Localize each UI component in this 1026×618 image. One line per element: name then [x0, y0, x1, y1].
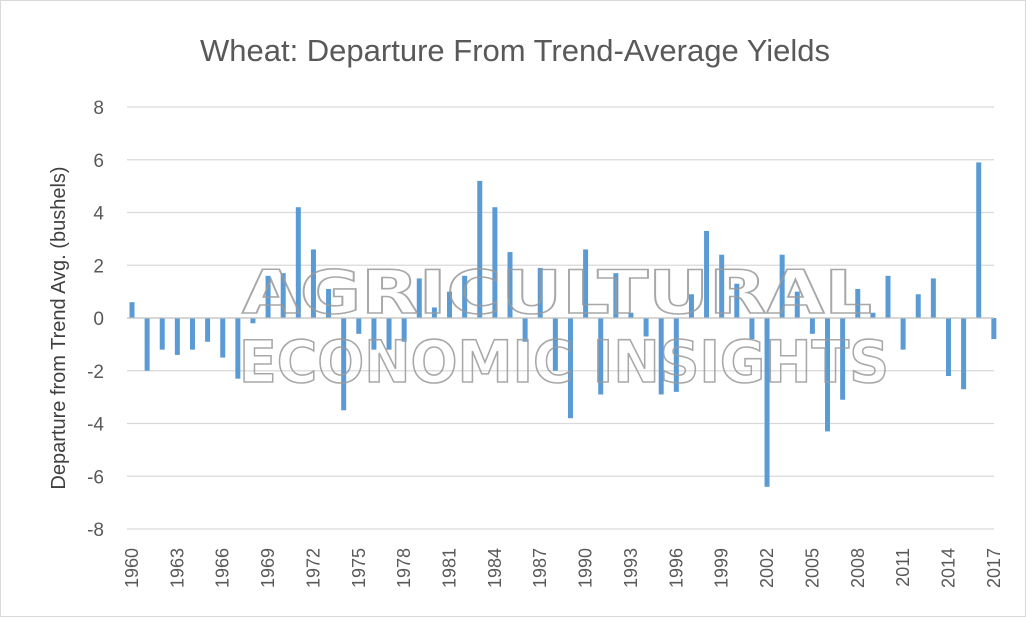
y-tick-label: 4 — [93, 204, 104, 225]
watermark-line-1: AGRICULTURAL — [242, 258, 872, 328]
watermark: AGRICULTURAL ECONOMIC INSIGHTS — [238, 257, 890, 397]
bar-1993 — [628, 312, 634, 318]
bar-1968 — [250, 318, 256, 324]
bar-1992 — [613, 273, 619, 318]
x-tick-label: 1978 — [394, 548, 414, 588]
bar-1990 — [583, 249, 589, 318]
bar-1979 — [416, 278, 422, 318]
x-tick-label: 1999 — [712, 548, 732, 588]
x-tick-label: 2014 — [938, 548, 958, 588]
bars — [129, 162, 997, 487]
bar-1999 — [719, 254, 725, 318]
bar-2010 — [885, 275, 891, 318]
bar-1996 — [673, 318, 679, 392]
x-tick-label: 1969 — [258, 548, 278, 588]
bar-1994 — [643, 318, 649, 337]
bar-2012 — [915, 294, 921, 318]
bar-2009 — [870, 312, 876, 318]
gridlines — [127, 106, 994, 530]
x-tick-label: 1960 — [122, 548, 142, 588]
x-tick-label: 1993 — [621, 548, 641, 588]
x-axis-tick-labels: 1960 1963 1966 1969 1972 1975 1978 1981 1984 1987… — [122, 548, 1004, 588]
bar-1961 — [144, 318, 150, 371]
x-tick-label: 2002 — [757, 548, 777, 588]
y-tick-label: 0 — [93, 309, 104, 330]
bar-1973 — [326, 288, 332, 318]
bar-2011 — [900, 318, 906, 350]
bar-2005 — [809, 318, 815, 334]
bar-1978 — [401, 318, 407, 342]
bar-1965 — [205, 318, 211, 342]
x-tick-label: 1972 — [303, 548, 323, 588]
x-tick-label: 1963 — [167, 548, 187, 588]
y-tick-label: -8 — [87, 520, 104, 541]
bar-1967 — [235, 318, 241, 379]
bar-2000 — [734, 283, 740, 318]
bar-1989 — [567, 318, 573, 419]
bar-1972 — [310, 249, 316, 318]
bar-2002 — [764, 318, 770, 487]
x-tick-label: 2005 — [802, 548, 822, 588]
bar-1981 — [447, 291, 453, 318]
bar-1964 — [189, 318, 195, 350]
bar-1983 — [477, 180, 483, 318]
x-tick-label: 2011 — [893, 548, 913, 587]
bar-1984 — [492, 207, 498, 318]
bar-2007 — [840, 318, 846, 400]
bar-1977 — [386, 318, 392, 350]
x-tick-label: 1996 — [666, 548, 686, 588]
bar-1974 — [341, 318, 347, 411]
bar-1985 — [507, 252, 513, 318]
bar-1962 — [159, 318, 165, 350]
bar-2015 — [961, 318, 967, 390]
y-tick-label: -6 — [87, 467, 104, 488]
bar-2014 — [945, 318, 951, 377]
bar-1995 — [658, 318, 664, 395]
x-tick-label: 1987 — [530, 548, 550, 588]
bar-2017 — [991, 318, 997, 340]
bar-1976 — [371, 318, 377, 350]
bar-1966 — [220, 318, 226, 358]
y-tick-label: 8 — [93, 98, 104, 119]
x-tick-label: 1990 — [576, 548, 596, 588]
x-tick-label: 1966 — [213, 548, 233, 588]
bar-1969 — [265, 275, 271, 318]
bar-1971 — [295, 207, 301, 318]
bar-1963 — [174, 318, 180, 355]
watermark-line-2: ECONOMIC INSIGHTS — [239, 328, 889, 396]
bar-2004 — [794, 291, 800, 318]
bar-1991 — [598, 318, 604, 395]
bar-1960 — [129, 302, 135, 318]
bar-1988 — [552, 318, 558, 371]
bar-1987 — [537, 267, 543, 318]
bar-2013 — [930, 278, 936, 318]
y-axis-tick-labels: -8 -6 -4 -2 0 2 4 6 8 — [87, 98, 104, 541]
bar-2016 — [976, 162, 982, 318]
bar-2008 — [855, 288, 861, 318]
bar-1986 — [522, 318, 528, 342]
x-tick-label: 2008 — [848, 548, 868, 588]
y-axis-label: Departure from Trend Avg. (bushels) — [48, 166, 70, 489]
x-tick-label: 1981 — [440, 548, 460, 588]
bar-1982 — [462, 275, 468, 318]
y-tick-label: 2 — [93, 256, 104, 277]
bar-1970 — [280, 273, 286, 318]
x-tick-label: 1984 — [485, 548, 505, 588]
bar-2003 — [779, 254, 785, 318]
bar-1980 — [431, 307, 437, 318]
bar-1975 — [356, 318, 362, 334]
chart-title: Wheat: Departure From Trend-Average Yiel… — [200, 33, 830, 68]
x-tick-label: 2017 — [984, 548, 1004, 588]
bar-2001 — [749, 318, 755, 340]
bar-1997 — [688, 294, 694, 318]
y-tick-label: -2 — [87, 362, 104, 383]
y-tick-label: 6 — [93, 151, 104, 172]
y-tick-label: -4 — [87, 415, 104, 436]
bar-2006 — [825, 318, 831, 432]
bar-1998 — [704, 230, 710, 318]
x-tick-label: 1975 — [349, 548, 369, 588]
